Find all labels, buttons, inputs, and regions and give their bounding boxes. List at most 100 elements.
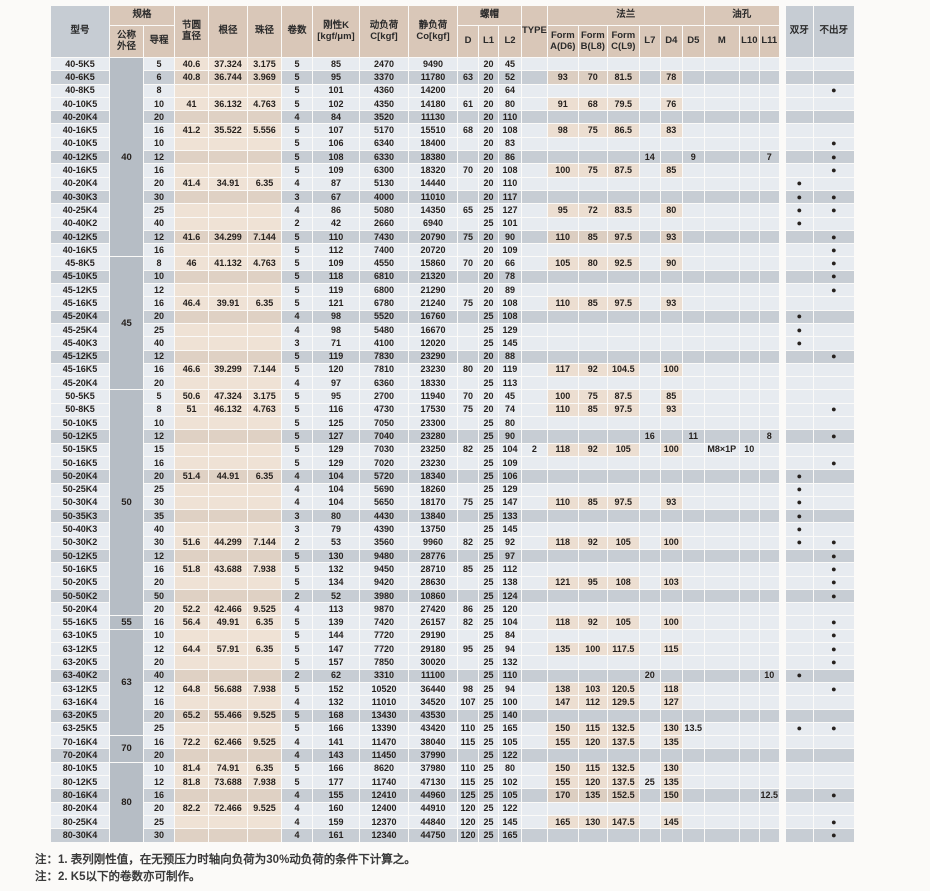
cell-no_thread_out: ● [813,257,854,270]
cell-l2: 108 [499,297,521,310]
cell-l11 [759,177,779,190]
cell-l7 [639,390,660,403]
cell-form_b: 85 [578,403,607,417]
cell-ball_dia: 7.938 [248,682,281,696]
cell-model: 50-20K4 [51,470,109,483]
cell-l2: 66 [499,257,521,270]
cell-model: 63-12K5 [51,682,109,696]
cell-d [458,483,478,496]
cell-ball_dia [248,510,281,523]
cell-turns: 5 [282,563,312,576]
cell-lead: 30 [144,536,174,549]
cell-d4 [660,563,682,576]
cell-static_load: 47130 [409,776,457,789]
cell-ball_dia [248,164,281,177]
cell-turns: 4 [282,483,312,496]
cell-turns: 5 [282,297,312,310]
cell-l1: 20 [479,111,498,124]
cell-ball_dia [248,84,281,97]
cell-l2: 119 [499,363,521,377]
cell-lead: 12 [144,549,174,563]
cell-stiffness: 104 [313,483,359,496]
cell-l2: 108 [499,310,521,323]
cell-d4: 85 [660,164,682,177]
cell-turns: 4 [282,177,312,190]
cell-type [522,682,547,696]
cell-m [704,430,739,443]
cell-form_c: 129.5 [607,696,639,709]
cell-d [458,323,478,337]
cell-static_load: 28710 [409,563,457,576]
cell-form_a [547,310,578,323]
cell-ball_dia: 3.969 [248,71,281,84]
cell-static_load: 11780 [409,71,457,84]
cell-l1: 25 [479,802,498,815]
cell-stiffness: 166 [313,762,359,776]
cell-model: 55-16K5 [51,616,109,629]
cell-dynamic_load: 3560 [360,536,408,549]
cell-m [704,603,739,616]
cell-d [458,709,478,722]
cell-l10 [739,563,759,576]
table-row: 40-20K4 20 4 84 3520 11130 20 110 [51,111,854,124]
cell-model: 50-12K5 [51,430,109,443]
cell-pitch_dia [175,669,208,682]
cell-ball_dia [248,443,281,456]
cell-static_load: 18340 [409,470,457,483]
cell-ball_dia [248,323,281,337]
cell-l10 [739,350,759,363]
cell-no_thread_out [813,510,854,523]
cell-l11 [759,84,779,97]
cell-root_dia: 57.91 [209,643,247,656]
cell-form_c [607,417,639,430]
cell-d4: 103 [660,576,682,589]
cell-d4: 100 [660,536,682,549]
cell-pitch_dia: 64.8 [175,682,208,696]
cell-d5 [682,337,704,350]
cell-form_a [547,284,578,297]
cell-model: 45-40K3 [51,337,109,350]
cell-lead: 30 [144,829,174,842]
cell-stiffness: 98 [313,323,359,337]
cell-double_thread: ● [779,204,813,217]
cell-d5 [682,164,704,177]
cell-turns: 5 [282,363,312,377]
cell-no_thread_out [813,736,854,749]
cell-form_c: 132.5 [607,762,639,776]
cell-form_c [607,323,639,337]
cell-d4 [660,629,682,643]
cell-type [522,829,547,842]
cell-l10 [739,137,759,151]
cell-ball_dia [248,629,281,643]
cell-d5 [682,802,704,815]
cell-model: 45-20K4 [51,310,109,323]
cell-type [522,536,547,549]
size-block-label: 45 [110,257,143,390]
cell-d: 75 [458,297,478,310]
cell-static_load: 20720 [409,244,457,257]
cell-m [704,137,739,151]
cell-l7 [639,350,660,363]
cell-form_b [578,337,607,350]
cell-lead: 10 [144,629,174,643]
cell-static_load: 14180 [409,97,457,111]
cell-root_dia [209,244,247,257]
cell-turns: 5 [282,417,312,430]
cell-turns: 5 [282,656,312,669]
group-header-nut: 螺帽 [458,6,521,25]
cell-type [522,430,547,443]
cell-root_dia [209,84,247,97]
cell-d: 75 [458,496,478,510]
table-row: 45-12K5 12 5 119 7830 23290 20 88 ● [51,350,854,363]
cell-type [522,802,547,815]
cell-ball_dia: 7.144 [248,230,281,244]
cell-l7 [639,523,660,536]
cell-form_b [578,284,607,297]
cell-double_thread [779,137,813,151]
cell-dynamic_load: 2700 [360,390,408,403]
cell-l1: 20 [479,230,498,244]
cell-no_thread_out: ● [813,456,854,470]
cell-form_c: 137.5 [607,776,639,789]
cell-l10 [739,629,759,643]
cell-dynamic_load: 7050 [360,417,408,430]
